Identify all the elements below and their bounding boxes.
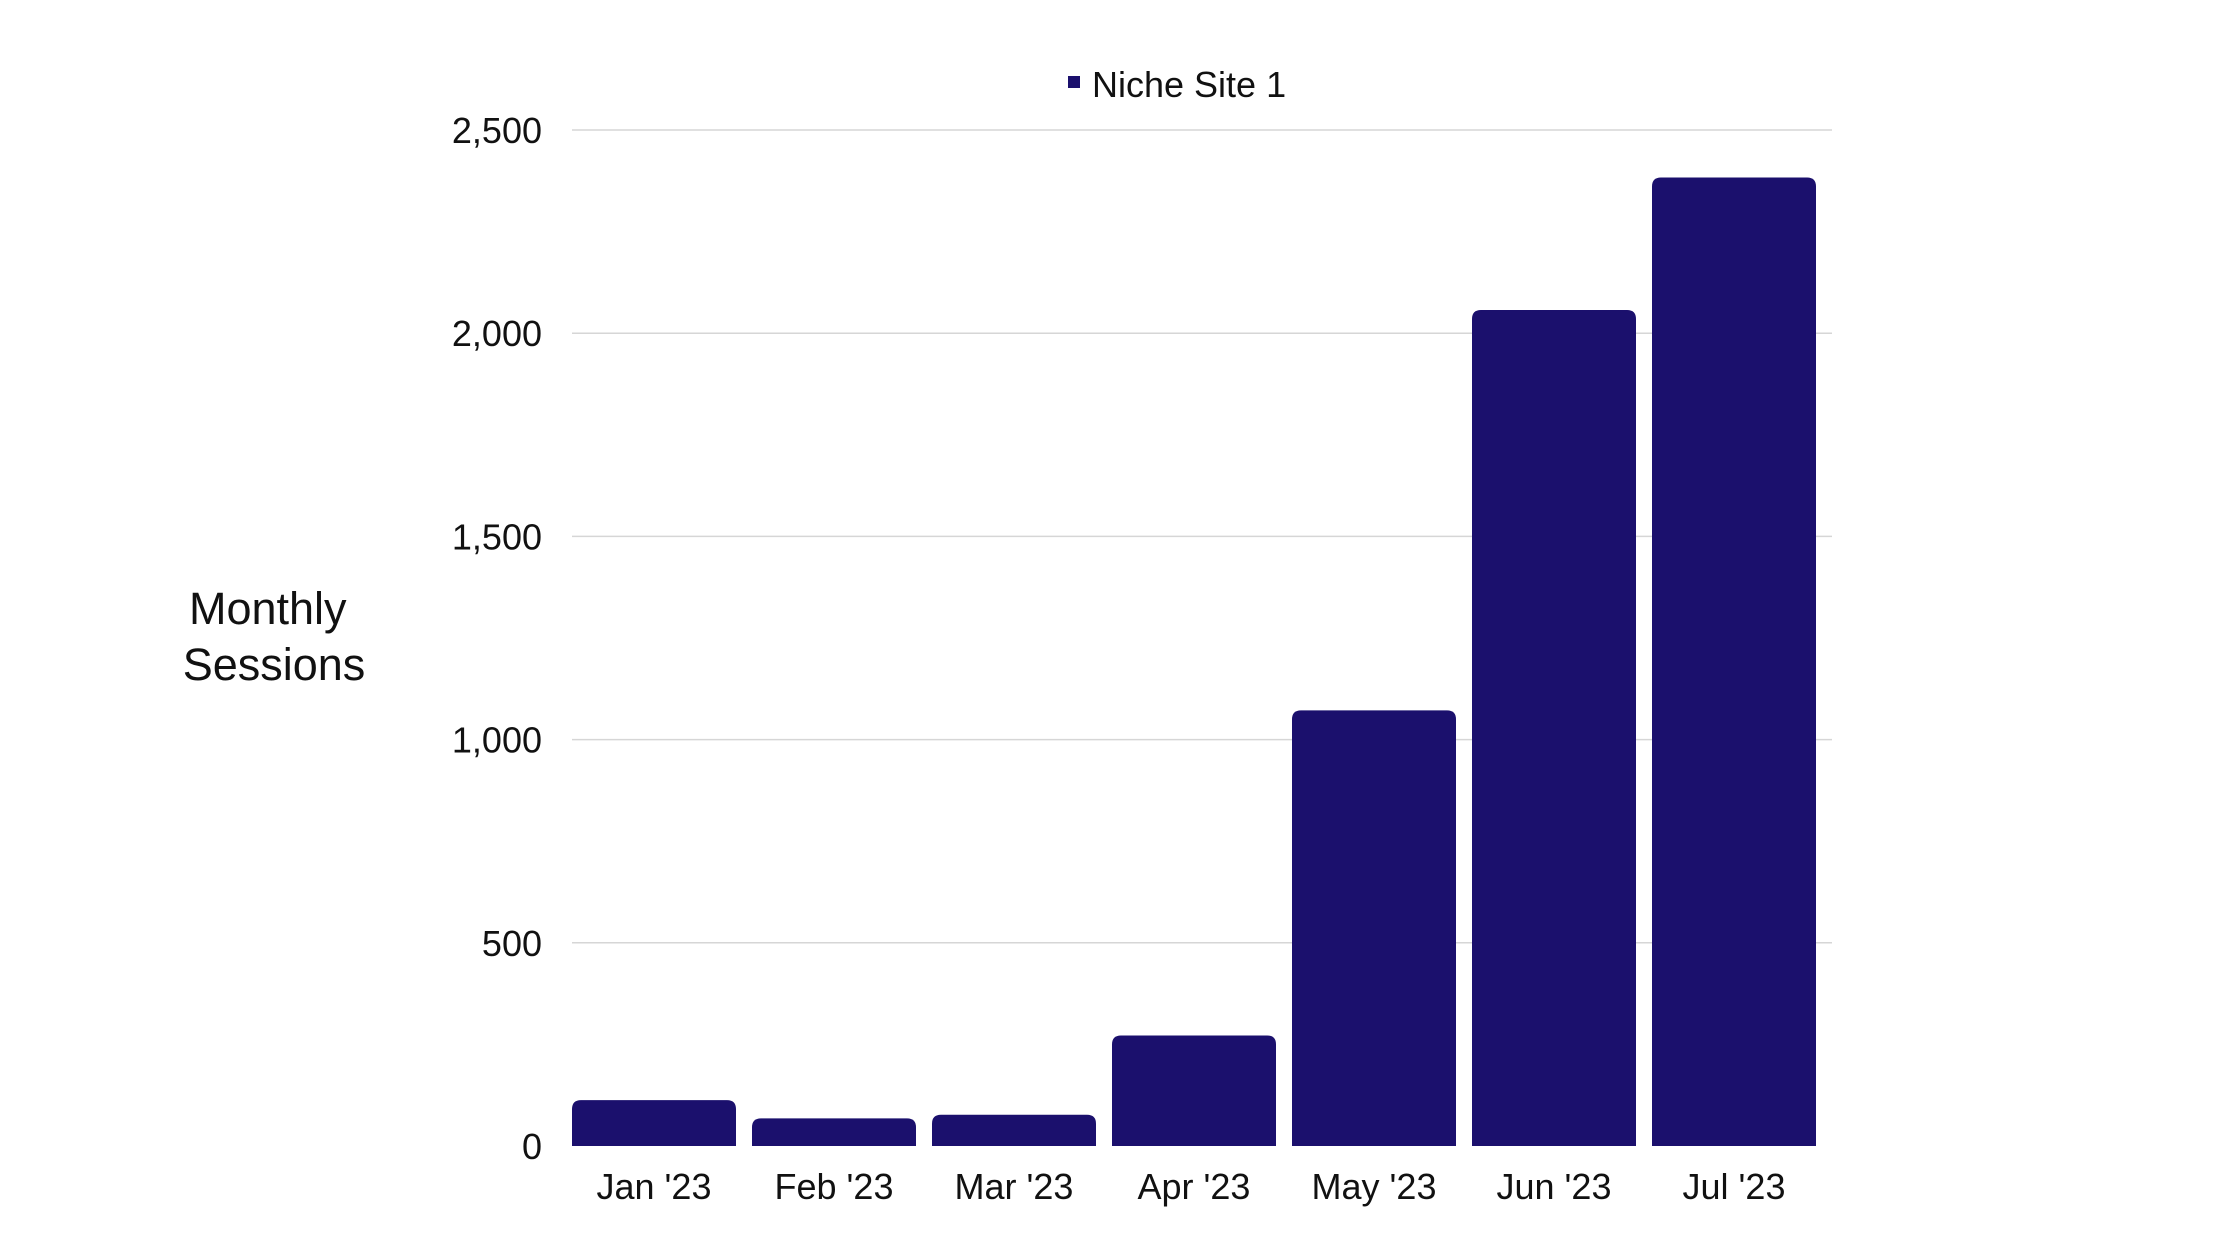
x-tick-label: Jun '23 xyxy=(1497,1166,1612,1207)
x-tick-label: Apr '23 xyxy=(1138,1166,1251,1207)
bar-may-23 xyxy=(1292,710,1456,1146)
x-tick-label: Jul '23 xyxy=(1683,1166,1786,1207)
x-tick-label: May '23 xyxy=(1312,1166,1437,1207)
x-tick-label: Mar '23 xyxy=(955,1166,1074,1207)
y-tick-label: 500 xyxy=(482,923,542,964)
bar-apr-23 xyxy=(1112,1035,1276,1146)
y-axis-title-line-1: Monthly xyxy=(189,583,347,634)
y-tick-label: 2,500 xyxy=(452,110,542,151)
x-axis-ticks: Jan '23 Feb '23 Mar '23 Apr '23 May '23 Jun '… xyxy=(597,1166,1786,1207)
y-tick-label: 1,000 xyxy=(452,720,542,761)
legend-swatch-niche-site-1 xyxy=(1068,76,1080,88)
x-tick-label: Jan '23 xyxy=(597,1166,712,1207)
bar-feb-23 xyxy=(752,1118,916,1146)
legend-label-niche-site-1: Niche Site 1 xyxy=(1092,64,1286,105)
gridlines xyxy=(572,129,1832,944)
y-tick-label: 0 xyxy=(522,1126,542,1167)
bar-jun-23 xyxy=(1472,310,1636,1147)
bar-jan-23 xyxy=(572,1100,736,1146)
y-tick-label: 1,500 xyxy=(452,516,542,557)
bar-mar-23 xyxy=(932,1114,1096,1146)
y-axis-title-line-2: Sessions xyxy=(183,639,366,690)
x-tick-label: Feb '23 xyxy=(775,1166,894,1207)
y-axis-ticks: 0 500 1,000 1,500 2,000 2,500 xyxy=(452,110,542,1167)
bar-jul-23 xyxy=(1652,177,1816,1146)
y-axis-title: Monthly Sessions xyxy=(183,583,366,690)
y-tick-label: 2,000 xyxy=(452,313,542,354)
bars xyxy=(572,177,1816,1147)
legend: Niche Site 1 xyxy=(1068,64,1286,105)
